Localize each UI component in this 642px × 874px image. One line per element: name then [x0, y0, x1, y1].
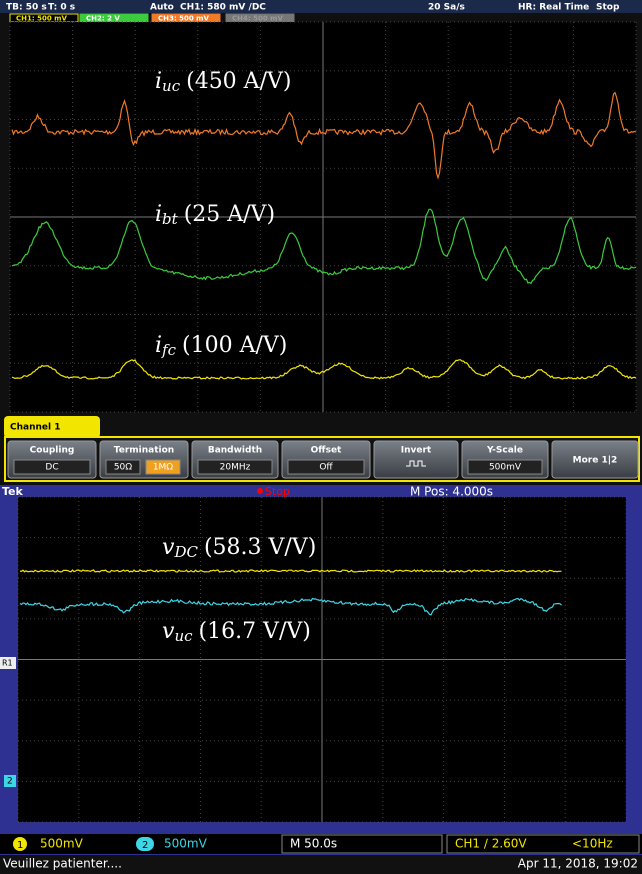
menu-buttons: Coupling DC Termination 50Ω 1MΩ Bandwidth 20MH… [7, 440, 639, 479]
grid [9, 21, 637, 413]
waveform [11, 91, 637, 180]
timebase: TB: 50 s [6, 3, 47, 13]
message-bar [0, 855, 642, 874]
annotation-part: (58.3 V/V) [204, 535, 316, 560]
waveform [11, 208, 637, 285]
brand: Tek [2, 485, 24, 498]
option-label: 1MΩ [153, 463, 173, 473]
trigger-box [446, 834, 640, 854]
button-value: DC [45, 463, 58, 473]
button-label: Invert [401, 446, 432, 456]
value-box [467, 459, 543, 475]
channel-tab-label: CH4: 500 mV [232, 15, 283, 23]
annotation-part: (16.7 V/V) [199, 619, 311, 644]
value-box [287, 459, 365, 475]
annotation-part: uc [174, 627, 193, 645]
ref-label: R1 [2, 659, 13, 668]
footer-bar [0, 834, 642, 854]
button-label: Coupling [30, 446, 75, 456]
message: Veuillez patienter.... [3, 857, 122, 871]
timebase: M 50.0s [290, 837, 337, 851]
datetime: Apr 11, 2018, 19:02 [518, 857, 638, 871]
annotation-part: bt [162, 210, 179, 228]
invert-icon [406, 460, 426, 467]
annotation-part: uc [162, 77, 181, 95]
annotation: vuc (16.7 V/V) [162, 619, 311, 645]
button-label: More 1|2 [573, 456, 618, 466]
option-label: 50Ω [114, 463, 132, 473]
ref-marker [0, 657, 16, 669]
button-label: Termination [114, 446, 174, 456]
ch1-id: 1 [17, 840, 23, 851]
annotation-part: i [155, 202, 162, 227]
channel-tabs: CH1: 500 mV CH2: 2 V CH3: 500 mV CH4: 500 m… [9, 13, 295, 23]
waveform [19, 569, 562, 573]
trigger: CH1 ∕ 2.60V [455, 837, 527, 851]
button-value: 500mV [489, 463, 522, 473]
button-value: Off [319, 463, 333, 473]
menu-button[interactable] [373, 440, 459, 479]
channel-tab-label: CH2: 2 V [86, 15, 120, 23]
stop-dot [257, 488, 263, 494]
button-label: Bandwidth [208, 446, 262, 456]
annotation-part: v [162, 619, 175, 644]
menu-title: Channel 1 [10, 423, 60, 433]
status-bar [0, 0, 642, 13]
state: Stop [596, 3, 620, 13]
trigger-time: T: 0 s [48, 3, 75, 13]
waveforms [11, 91, 637, 380]
annotation-part: v [162, 535, 175, 560]
ch2-scale: 500mV [164, 837, 208, 851]
waveform [11, 359, 637, 380]
annotation-part: (450 A/V) [186, 69, 291, 94]
annotation-part: (25 A/V) [184, 202, 275, 227]
ch2-badge [136, 837, 154, 851]
annotation-part: i [155, 69, 162, 94]
grid [17, 496, 627, 823]
waveform [19, 597, 562, 616]
timebase-box [281, 834, 443, 854]
annotation: ibt (25 A/V) [155, 202, 275, 228]
option[interactable] [145, 459, 181, 475]
frequency: <10Hz [572, 837, 613, 851]
button-label: Offset [311, 446, 342, 456]
button-value: 20MHz [220, 463, 251, 473]
menu-tab[interactable] [4, 416, 100, 438]
run-state: Stop [265, 485, 290, 498]
ch1-badge [13, 837, 27, 851]
ch1-scale: 500mV [40, 837, 84, 851]
annotations: iuc (450 A/V)ibt (25 A/V)ifc (100 A/V) [155, 69, 291, 359]
position: M Pos: 4.000s [410, 485, 493, 499]
annotation-part: DC [173, 543, 198, 561]
menu-button[interactable] [551, 440, 639, 479]
ch2-label: 2 [7, 777, 13, 787]
annotation-part: (100 A/V) [182, 333, 287, 358]
value-box [197, 459, 273, 475]
trigger: CH1: 580 mV ∕DC [180, 3, 266, 13]
annotation-part: fc [161, 341, 177, 359]
acquisition: HR: Real Time [518, 3, 589, 13]
annotations: vDC (58.3 V/V)vuc (16.7 V/V) [162, 535, 316, 645]
annotation: iuc (450 A/V) [155, 69, 291, 95]
value-box [13, 459, 91, 475]
waveforms [19, 569, 562, 616]
channel-tab-label: CH3: 500 mV [158, 15, 209, 23]
option[interactable] [105, 459, 141, 475]
channel-tab-label: CH1: 500 mV [16, 15, 67, 23]
mode: Auto [150, 3, 174, 13]
annotation: vDC (58.3 V/V) [162, 535, 316, 561]
annotation-part: i [155, 333, 162, 358]
rate: 20 Sa/s [428, 3, 465, 13]
button-label: Y-Scale [486, 446, 523, 456]
annotation: ifc (100 A/V) [155, 333, 287, 359]
ch2-id: 2 [142, 840, 148, 851]
ch2-marker [4, 775, 16, 787]
